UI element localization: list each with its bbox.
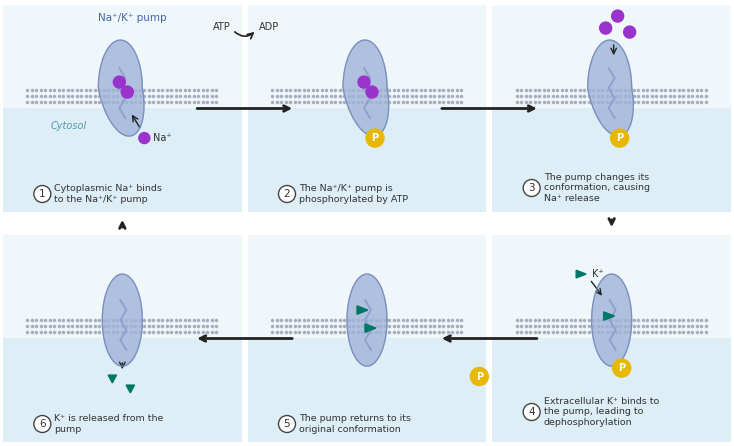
Polygon shape [343, 40, 388, 136]
Bar [493, 235, 731, 338]
Text: P: P [618, 363, 625, 373]
Bar [247, 5, 487, 108]
Polygon shape [592, 274, 632, 366]
Circle shape [523, 179, 540, 197]
Circle shape [34, 416, 51, 433]
Circle shape [121, 86, 134, 98]
Polygon shape [347, 274, 387, 366]
Text: 3: 3 [528, 183, 535, 193]
Circle shape [366, 86, 378, 98]
Text: 6: 6 [39, 419, 46, 429]
Text: Na⁺: Na⁺ [153, 133, 172, 143]
Text: The Na⁺/K⁺ pump is
phosphorylated by ATP: The Na⁺/K⁺ pump is phosphorylated by ATP [299, 184, 408, 204]
Bar [3, 235, 241, 338]
Circle shape [278, 416, 296, 433]
Bar [493, 5, 731, 108]
Text: The pump changes its
conformation, causing
Na⁺ release: The pump changes its conformation, causi… [544, 173, 650, 203]
Text: ATP: ATP [213, 22, 230, 32]
Circle shape [139, 132, 150, 144]
Circle shape [613, 359, 631, 377]
Circle shape [34, 186, 51, 202]
Bar [3, 5, 241, 108]
Text: Na⁺/K⁺ pump: Na⁺/K⁺ pump [98, 13, 167, 23]
Circle shape [278, 186, 296, 202]
Circle shape [624, 26, 636, 38]
Text: 4: 4 [528, 407, 535, 417]
Text: ADP: ADP [258, 22, 279, 32]
Text: P: P [371, 133, 379, 143]
Text: 5: 5 [283, 419, 291, 429]
Bar [247, 108, 487, 212]
Text: 1: 1 [39, 189, 46, 199]
Text: Cytosol: Cytosol [51, 121, 87, 131]
Polygon shape [126, 385, 134, 393]
Polygon shape [108, 375, 117, 383]
Bar [493, 108, 731, 212]
Circle shape [523, 404, 540, 421]
Circle shape [366, 129, 384, 147]
Polygon shape [102, 274, 142, 366]
Polygon shape [98, 40, 144, 136]
Bar [3, 338, 241, 442]
Text: The pump returns to its
original conformation: The pump returns to its original conform… [299, 414, 411, 434]
Bar [247, 338, 487, 442]
Text: P: P [616, 133, 623, 143]
Text: P: P [476, 372, 483, 381]
Polygon shape [588, 40, 633, 136]
Bar [3, 108, 241, 212]
Text: Extracellular K⁺ binds to
the pump, leading to
dephosphorylation: Extracellular K⁺ binds to the pump, lead… [544, 397, 659, 427]
Text: Cytoplasmic Na⁺ binds
to the Na⁺/K⁺ pump: Cytoplasmic Na⁺ binds to the Na⁺/K⁺ pump [54, 184, 162, 204]
Circle shape [470, 368, 488, 385]
Text: 2: 2 [283, 189, 291, 199]
Polygon shape [603, 312, 614, 320]
Circle shape [358, 76, 370, 88]
Bar [493, 338, 731, 442]
Polygon shape [365, 324, 376, 332]
Text: K⁺: K⁺ [592, 269, 603, 279]
Bar [247, 235, 487, 338]
Circle shape [611, 10, 624, 22]
Circle shape [113, 76, 126, 88]
Circle shape [611, 129, 628, 147]
Circle shape [600, 22, 611, 34]
Polygon shape [357, 306, 368, 314]
Text: K⁺ is released from the
pump: K⁺ is released from the pump [54, 414, 164, 434]
Polygon shape [576, 270, 586, 278]
